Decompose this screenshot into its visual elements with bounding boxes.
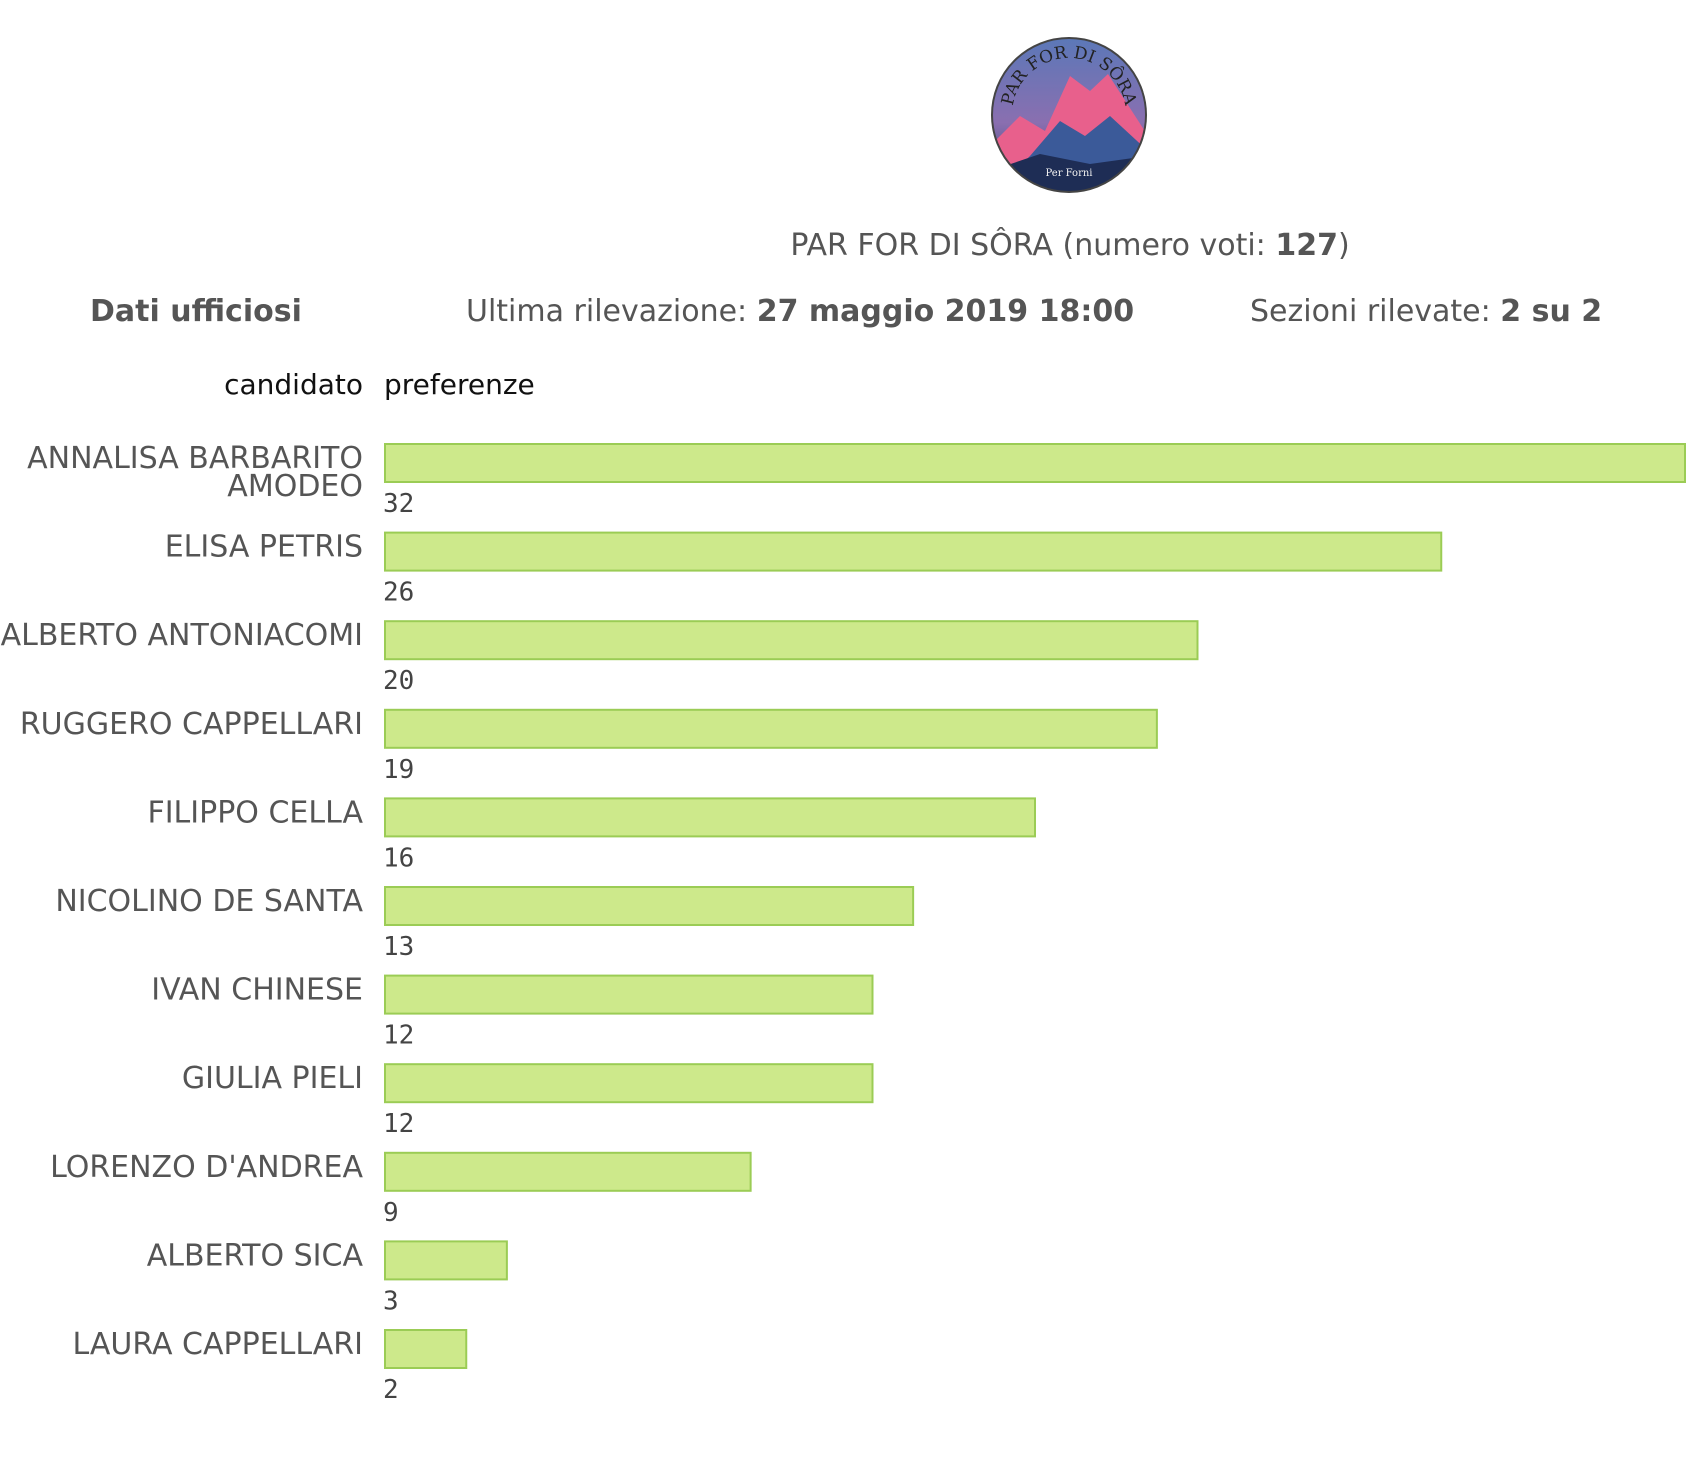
value-label: 12 [383, 1021, 414, 1051]
bar [384, 1151, 752, 1192]
candidate-label: ALBERTO ANTONIACOMI [1, 618, 363, 653]
bar [384, 620, 1199, 661]
bar [384, 443, 1686, 483]
party-logo: PAR FOR DI SÔRA Per Forni [991, 37, 1147, 193]
value-label: 26 [383, 578, 414, 608]
bar [384, 1329, 468, 1369]
bar [384, 797, 1036, 838]
value-label: 16 [383, 843, 414, 873]
column-header-preferenze: preferenze [384, 368, 535, 401]
sezioni-value: 2 su 2 [1500, 294, 1603, 329]
votes-suffix: ) [1337, 228, 1350, 263]
column-header-candidato: candidato [224, 368, 363, 401]
candidate-label: IVAN CHINESE [151, 973, 363, 1008]
candidate-label: LAURA CAPPELLARI [72, 1327, 363, 1362]
value-label: 9 [383, 1198, 399, 1228]
bar [384, 1063, 874, 1104]
bar [384, 1240, 508, 1281]
bar [384, 886, 915, 926]
votes-prefix: (numero voti: [1062, 228, 1266, 263]
value-label: 20 [383, 666, 414, 696]
candidate-label: GIULIA PIELI [182, 1061, 363, 1096]
list-name: PAR FOR DI SÔRA [790, 228, 1053, 263]
sezioni-rilevate: Sezioni rilevate: 2 su 2 [1250, 294, 1602, 329]
logo-text-bottom: Per Forni [1046, 168, 1093, 179]
value-label: 3 [383, 1286, 399, 1316]
candidate-label: ALBERTO SICA [147, 1238, 364, 1273]
candidate-label: RUGGERO CAPPELLARI [20, 707, 363, 742]
value-label: 13 [383, 932, 414, 962]
value-label: 32 [383, 489, 414, 519]
bar [384, 531, 1443, 572]
candidate-label: AMODEO [227, 469, 363, 504]
bar [384, 708, 1158, 749]
sezioni-prefix: Sezioni rilevate: [1250, 294, 1491, 329]
bar [384, 974, 874, 1015]
candidate-label: ANNALISA BARBARITO [27, 441, 363, 476]
chart-title: PAR FOR DI SÔRA (numero voti: 127) [0, 228, 1704, 263]
candidate-label: NICOLINO DE SANTA [55, 884, 363, 919]
value-label: 19 [383, 755, 414, 785]
votes-value: 127 [1275, 228, 1338, 263]
ultima-value: 27 maggio 2019 18:00 [756, 294, 1135, 329]
value-label: 2 [383, 1375, 399, 1405]
ultima-prefix: Ultima rilevazione: [466, 294, 748, 329]
value-label: 12 [383, 1109, 414, 1139]
candidate-label: ELISA PETRIS [165, 530, 363, 565]
candidate-label: FILIPPO CELLA [147, 795, 363, 830]
dati-ufficiosi-label: Dati ufficiosi [90, 294, 302, 329]
candidate-label: LORENZO D'ANDREA [50, 1150, 363, 1185]
ultima-rilevazione: Ultima rilevazione: 27 maggio 2019 18:00 [466, 294, 1134, 329]
